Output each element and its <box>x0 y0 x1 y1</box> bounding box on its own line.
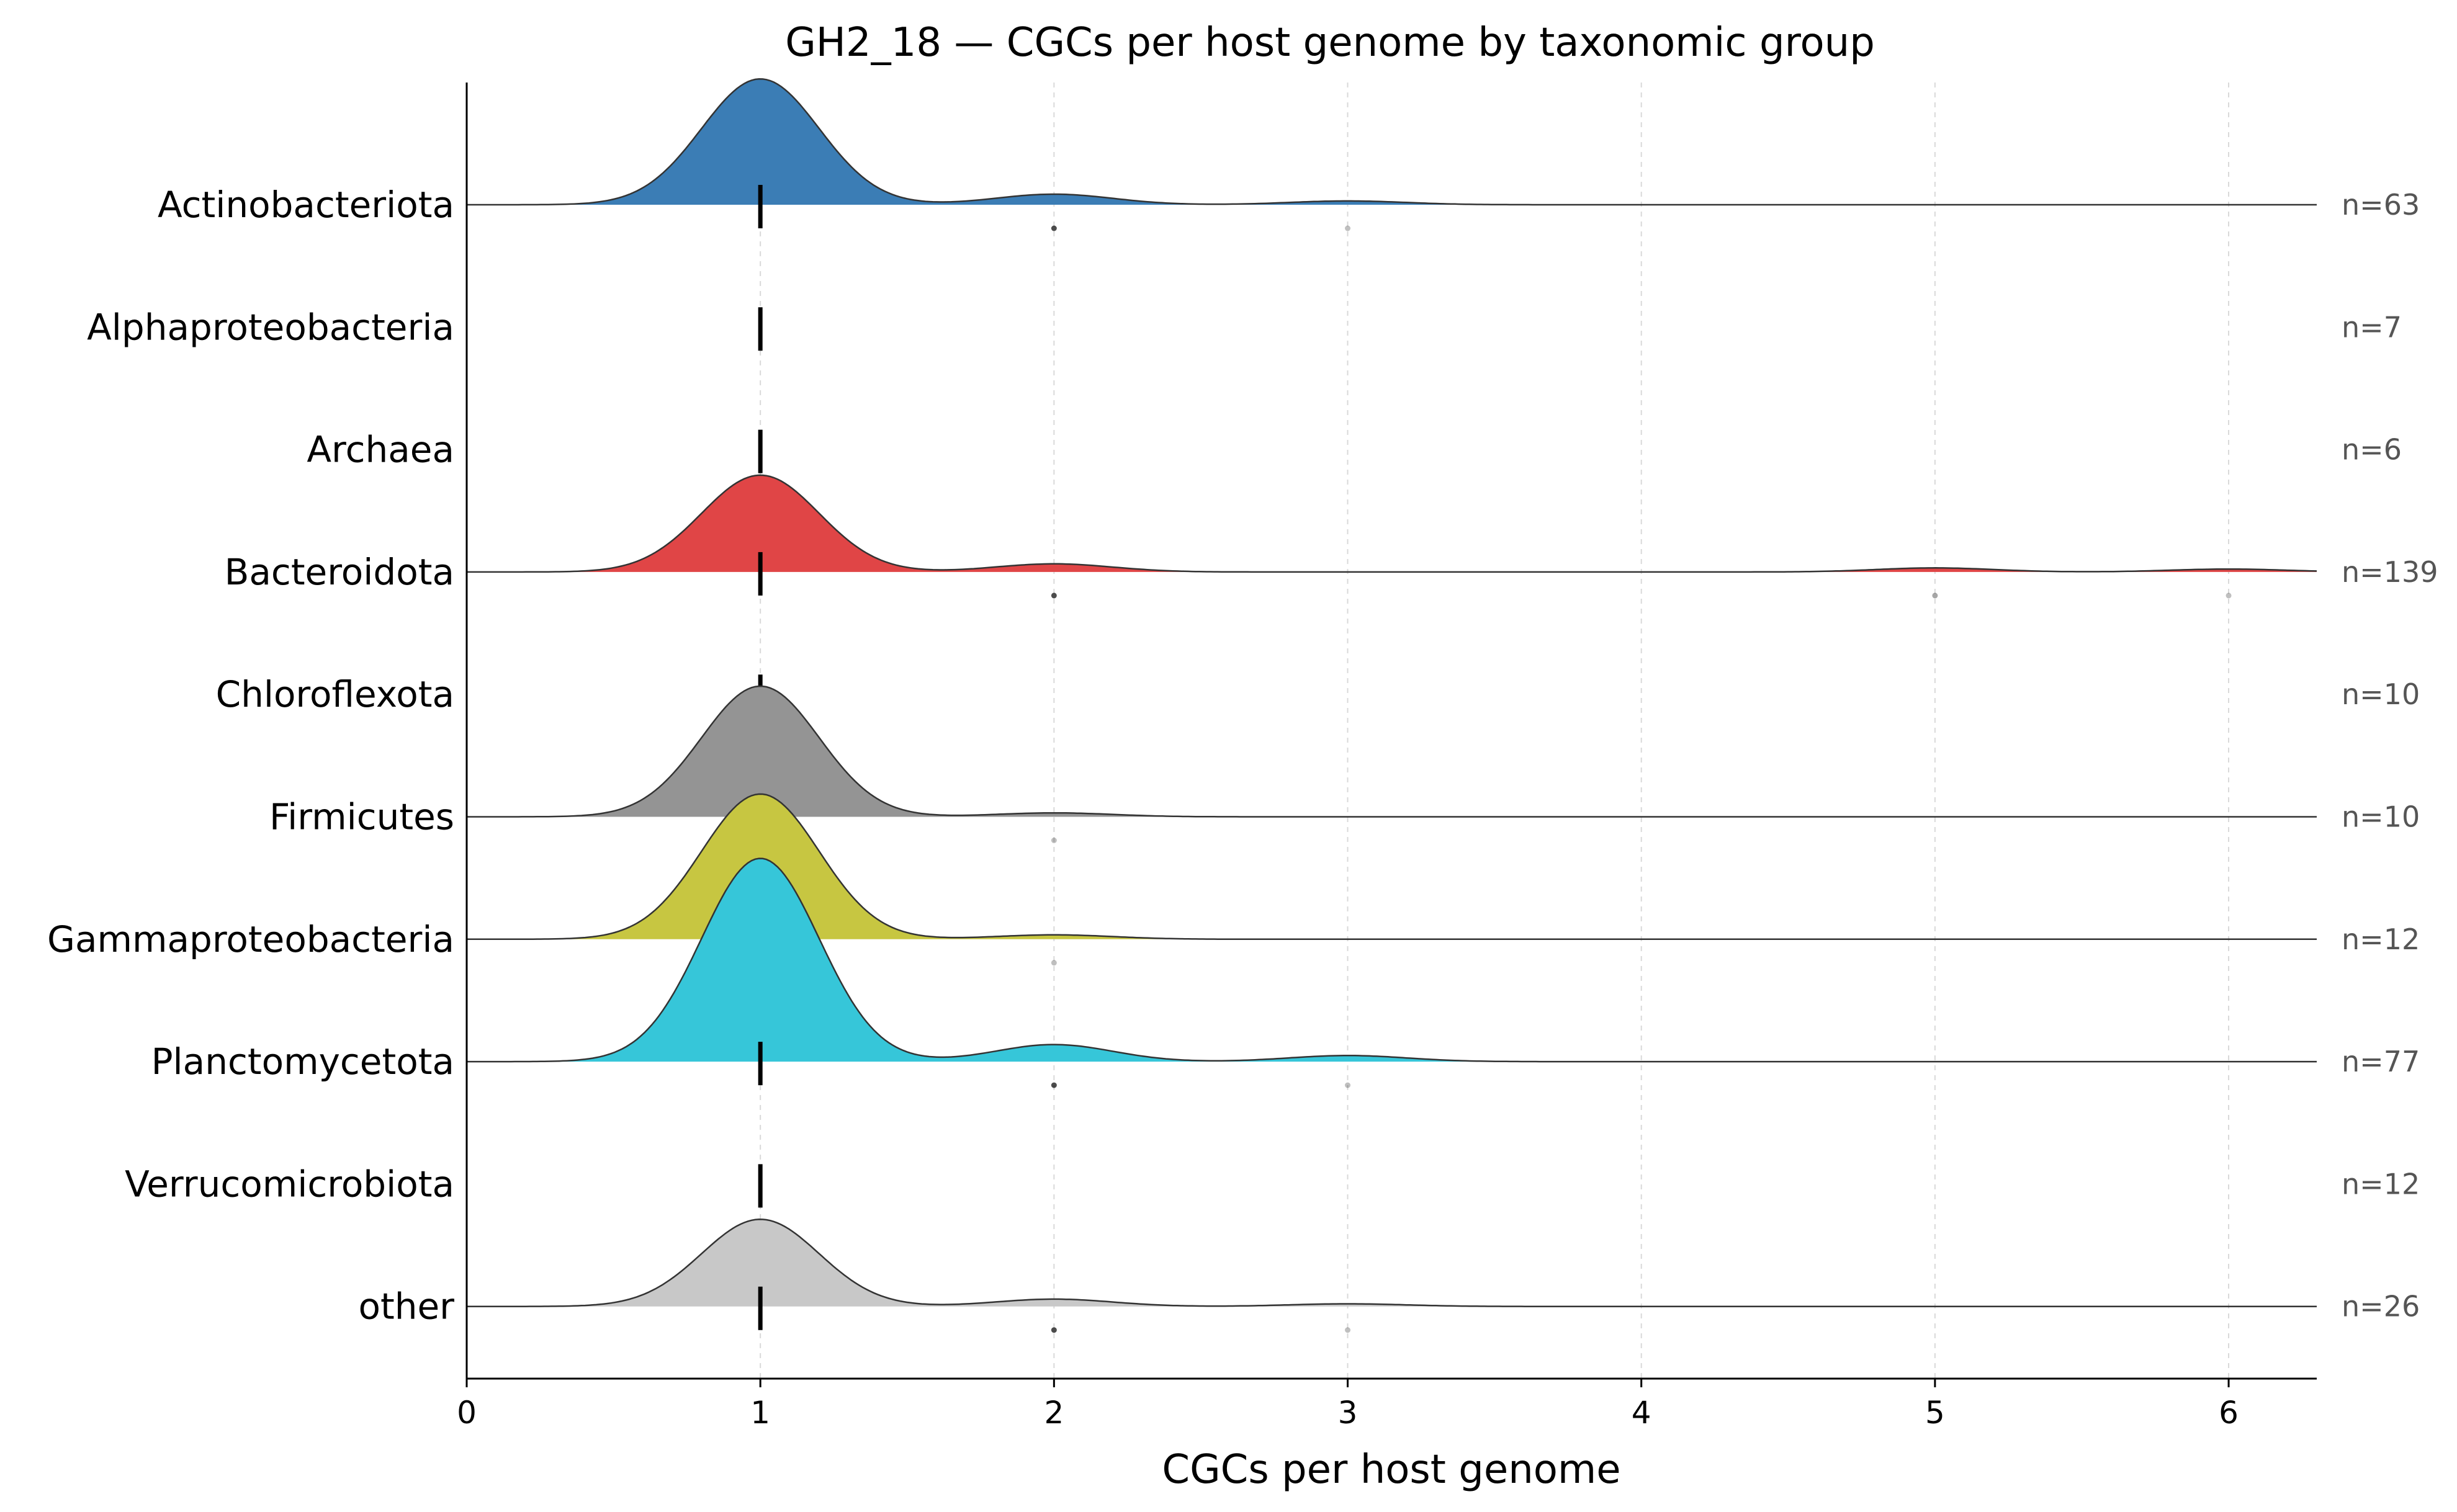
data-point <box>1051 1082 1057 1088</box>
ridge-group: Planctomycetota n=77 <box>151 857 2420 1088</box>
x-tick-label: 4 <box>1632 1395 1651 1431</box>
chart-title: GH2_18 — CGCs per host genome by taxonom… <box>785 20 1875 66</box>
group-label: Gammaproteobacteria <box>47 918 454 960</box>
ridge-outline <box>467 685 2317 818</box>
ridge-density <box>467 858 2317 1062</box>
ridge-outline <box>467 857 2317 1063</box>
data-point <box>1051 225 1057 231</box>
ridge-density <box>467 794 2317 939</box>
data-point <box>1051 960 1057 966</box>
ridge-outline <box>467 78 2317 206</box>
group-count: n=6 <box>2342 433 2402 467</box>
data-point <box>1345 1327 1351 1333</box>
x-tick-label: 6 <box>2219 1395 2239 1431</box>
data-point <box>1932 593 1938 599</box>
ridge-density <box>467 475 2317 572</box>
data-point <box>1051 838 1057 843</box>
x-tick-label: 1 <box>750 1395 770 1431</box>
ridge-group: Archaea n=6 <box>307 429 2402 473</box>
group-count: n=139 <box>2342 555 2438 589</box>
ridge-group: Alphaproteobacteria n=7 <box>87 306 2402 351</box>
ridge-group: Bacteroidota n=139 <box>225 474 2438 599</box>
group-count: n=7 <box>2342 310 2402 344</box>
x-tick-label: 5 <box>1925 1395 1945 1431</box>
ridges: Actinobacteriota n=63 Alphaproteobacteria n… <box>47 78 2438 1333</box>
x-tick-label: 2 <box>1044 1395 1064 1431</box>
data-point <box>1345 1082 1351 1088</box>
group-count: n=12 <box>2342 1167 2420 1201</box>
x-tick-label: 3 <box>1338 1395 1358 1431</box>
ridge-group: Actinobacteriota n=63 <box>158 78 2420 231</box>
x-axis-label: CGCs per host genome <box>1162 1447 1620 1493</box>
group-label: Alphaproteobacteria <box>87 306 454 348</box>
group-count: n=63 <box>2342 188 2420 221</box>
data-point <box>1345 225 1351 231</box>
ridge-outline <box>467 1219 2317 1307</box>
group-count: n=77 <box>2342 1045 2420 1078</box>
group-label: Chloroflexota <box>216 673 454 715</box>
ridge-density <box>467 79 2317 205</box>
ridge-group: Firmicutes n=10 <box>269 685 2420 843</box>
ridge-outline <box>467 793 2317 941</box>
ridge-outline <box>467 474 2317 573</box>
group-label: other <box>358 1286 454 1328</box>
group-count: n=10 <box>2342 800 2420 834</box>
group-label: Actinobacteriota <box>158 184 454 226</box>
group-count: n=10 <box>2342 678 2420 711</box>
group-label: Bacteroidota <box>225 551 454 593</box>
axes <box>465 83 2317 1380</box>
group-label: Archaea <box>307 429 454 471</box>
data-point <box>1051 1327 1057 1333</box>
ridge-group: Verrucomicrobiota n=12 <box>125 1163 2420 1208</box>
x-ticks: 0 1 2 3 4 5 6 <box>457 1379 2239 1431</box>
ridge-group: other n=26 <box>358 1219 2420 1333</box>
group-label: Firmicutes <box>269 796 454 838</box>
group-label: Verrucomicrobiota <box>125 1163 454 1205</box>
ridge-density <box>467 1219 2317 1307</box>
data-point <box>1051 593 1057 599</box>
group-label: Planctomycetota <box>151 1040 454 1083</box>
grid-lines <box>760 83 2230 1379</box>
ridge-density <box>467 686 2317 817</box>
group-count: n=26 <box>2342 1290 2420 1323</box>
ridge-group: Chloroflexota n=10 <box>216 673 2420 718</box>
data-point <box>2226 593 2232 599</box>
x-tick-label: 0 <box>457 1395 477 1431</box>
group-count: n=12 <box>2342 923 2420 956</box>
